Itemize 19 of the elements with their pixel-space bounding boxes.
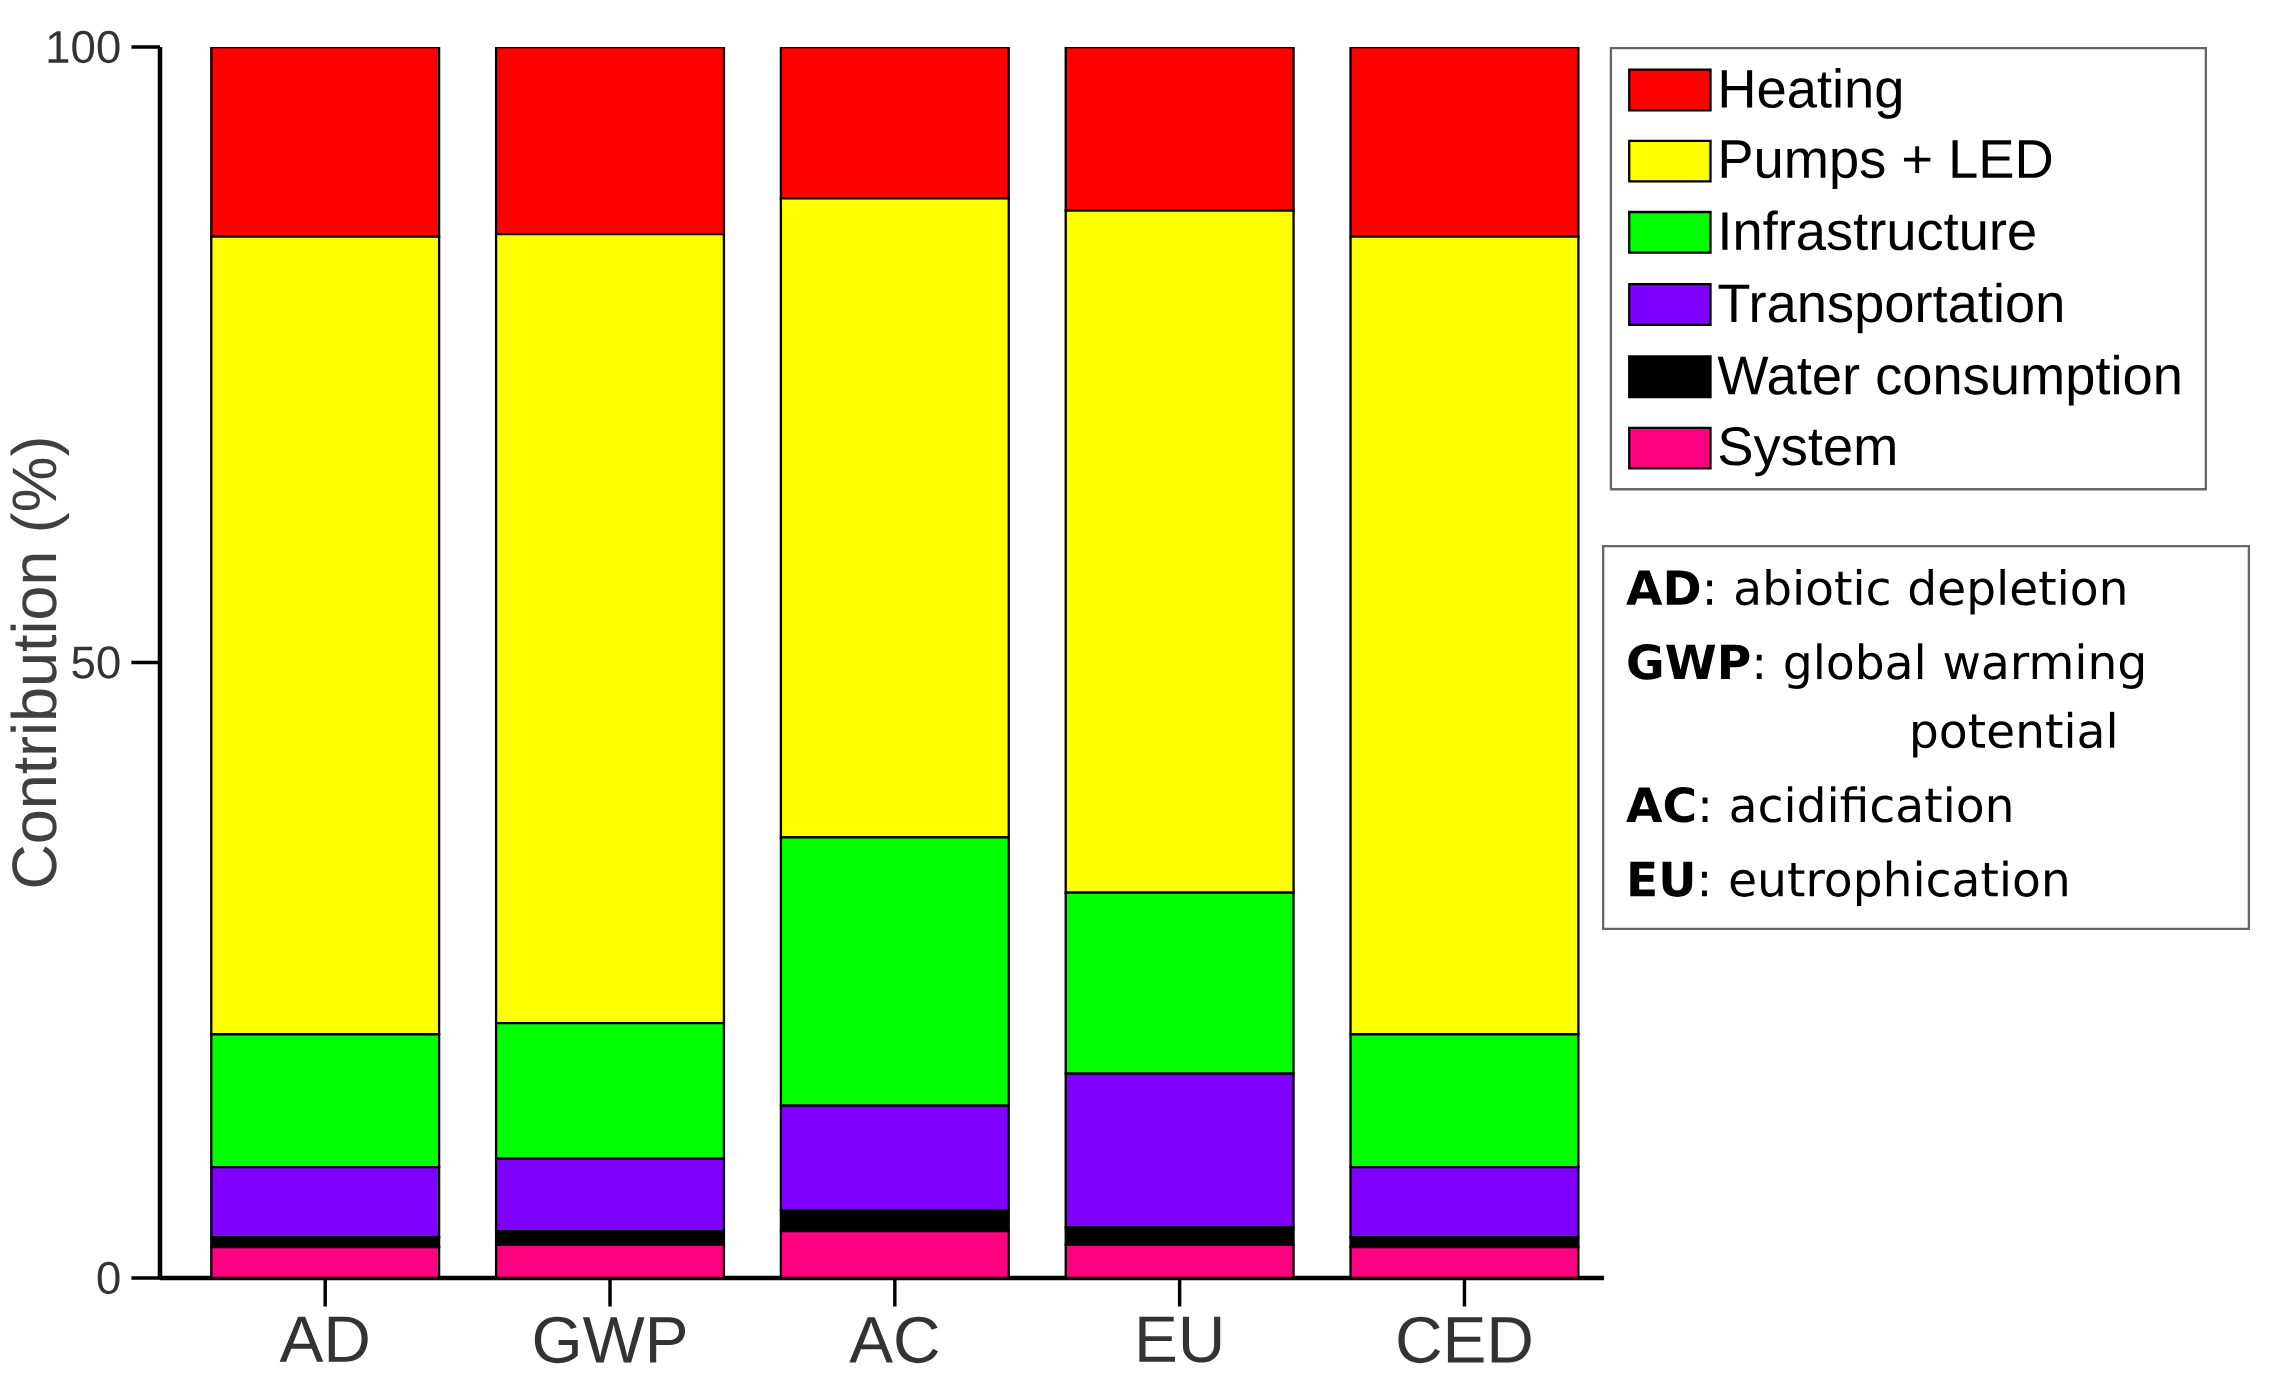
y-axis-title: Contribution (%) (10, 439, 70, 887)
legend-label: Pumps + LED (1721, 140, 2052, 189)
y-tick-label: 100 (48, 30, 120, 64)
text: GWP: global warming potential (1628, 643, 2143, 758)
x-tick-label: EU (1139, 1316, 1221, 1363)
legend-label: Heating (1721, 68, 1901, 119)
legend-label: Water consumption (1717, 354, 2180, 406)
legend-label: Transportation (1718, 282, 2062, 334)
text: EU: eutrophication (1630, 860, 2067, 907)
text: AD: abiotic depletion (1626, 569, 2125, 615)
x-tick-label: AC (849, 1316, 938, 1364)
x-tick-label: CED (1398, 1316, 1531, 1364)
legend-label: System (1719, 427, 1895, 477)
text: AC: acidification (1626, 786, 2011, 823)
y-tick-label: 0 (97, 1261, 120, 1295)
legend-label: Infrastructure (1722, 210, 2035, 251)
y-tick-label: 50 (72, 646, 120, 679)
x-tick-label: AD (279, 1316, 368, 1362)
x-tick-label: GWP (534, 1316, 686, 1364)
